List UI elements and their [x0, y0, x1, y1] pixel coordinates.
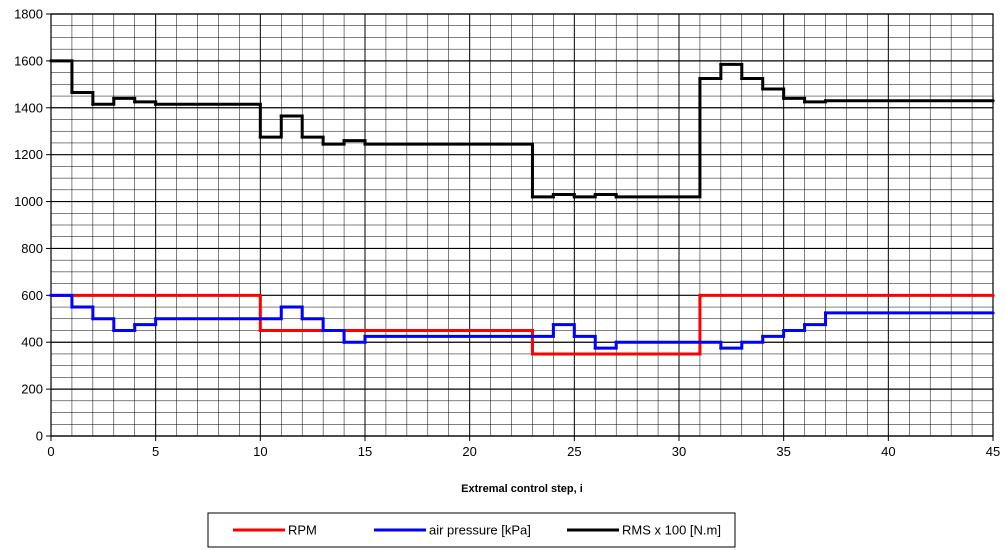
data-point	[530, 195, 535, 199]
legend-label: RMS x 100 [N.m]	[622, 523, 721, 538]
y-tick-label: 1400	[14, 100, 43, 115]
x-tick-label: 40	[881, 444, 895, 459]
legend: RPM air pressure [kPa] RMS x 100 [N.m]	[207, 512, 736, 548]
tick-labels: 0 5 10 15 20 25 30 35 40 45 0 200 400 600 800 1000 1200 1…	[14, 7, 1000, 460]
data-point	[991, 293, 995, 297]
data-point	[342, 139, 346, 143]
y-tick-label: 600	[21, 288, 43, 303]
data-point	[593, 192, 597, 197]
data-point	[49, 59, 53, 63]
legend-label: air pressure [kPa]	[429, 523, 531, 538]
data-point	[279, 305, 283, 309]
data-point	[782, 328, 786, 333]
data-point	[342, 340, 346, 344]
data-point	[803, 323, 807, 327]
plot-frame	[50, 13, 994, 437]
series-line-1	[51, 293, 993, 356]
data-point	[70, 305, 74, 309]
data-point	[530, 352, 535, 356]
data-point	[823, 311, 828, 315]
data-point	[698, 293, 702, 297]
data-point	[991, 311, 995, 315]
y-tick-label: 200	[21, 382, 43, 397]
data-point	[761, 334, 765, 338]
data-point	[258, 135, 262, 139]
x-tick-label: 45	[986, 444, 1000, 459]
data-point	[258, 317, 262, 321]
data-point	[91, 317, 95, 321]
data-point	[823, 99, 828, 103]
data-point	[572, 334, 576, 338]
legend-label: RPM	[288, 523, 317, 538]
x-tick-label: 25	[567, 444, 581, 459]
data-point	[551, 192, 556, 197]
data-point	[572, 195, 576, 199]
y-tick-label: 0	[36, 429, 43, 444]
data-point	[593, 346, 597, 350]
x-axis-label: Extremal control step, i	[461, 483, 583, 495]
data-point	[49, 293, 53, 297]
data-point	[614, 340, 618, 344]
data-point	[300, 135, 304, 139]
legend-item: RPM	[233, 523, 317, 538]
y-tick-label: 400	[21, 335, 43, 350]
series-group	[49, 59, 995, 356]
data-point	[614, 195, 618, 199]
y-tick-label: 1600	[14, 53, 43, 68]
data-point	[91, 102, 95, 106]
y-tick-label: 1200	[14, 147, 43, 162]
data-point	[300, 317, 304, 321]
legend-item: air pressure [kPa]	[374, 523, 531, 538]
data-point	[698, 76, 702, 81]
data-point	[321, 328, 325, 333]
data-point	[551, 323, 556, 327]
data-point	[321, 142, 325, 146]
data-point	[70, 90, 74, 95]
data-point	[133, 100, 137, 104]
y-tick-label: 1000	[14, 194, 43, 209]
legend-box	[207, 512, 736, 548]
data-point	[719, 346, 723, 350]
data-point	[133, 323, 137, 327]
data-point	[363, 334, 367, 338]
y-tick-label: 1800	[14, 7, 43, 22]
data-point	[112, 328, 116, 333]
x-tick-label: 0	[47, 444, 54, 459]
data-point	[279, 114, 283, 118]
data-point	[719, 62, 723, 67]
x-tick-label: 20	[462, 444, 476, 459]
x-tick-label: 30	[672, 444, 686, 459]
x-tick-label: 35	[776, 444, 790, 459]
data-point	[154, 102, 158, 106]
x-tick-label: 5	[152, 444, 159, 459]
data-point	[740, 340, 744, 344]
data-point	[740, 76, 744, 81]
y-tick-label: 800	[21, 241, 43, 256]
data-point	[782, 96, 786, 100]
data-point	[803, 100, 807, 104]
data-point	[761, 87, 765, 91]
data-point	[258, 328, 262, 333]
x-tick-label: 15	[358, 444, 372, 459]
data-point	[154, 317, 158, 321]
legend-item: RMS x 100 [N.m]	[567, 523, 721, 538]
data-point	[112, 96, 116, 100]
x-tick-label: 10	[253, 444, 267, 459]
data-point	[991, 99, 995, 103]
data-point	[363, 142, 367, 146]
